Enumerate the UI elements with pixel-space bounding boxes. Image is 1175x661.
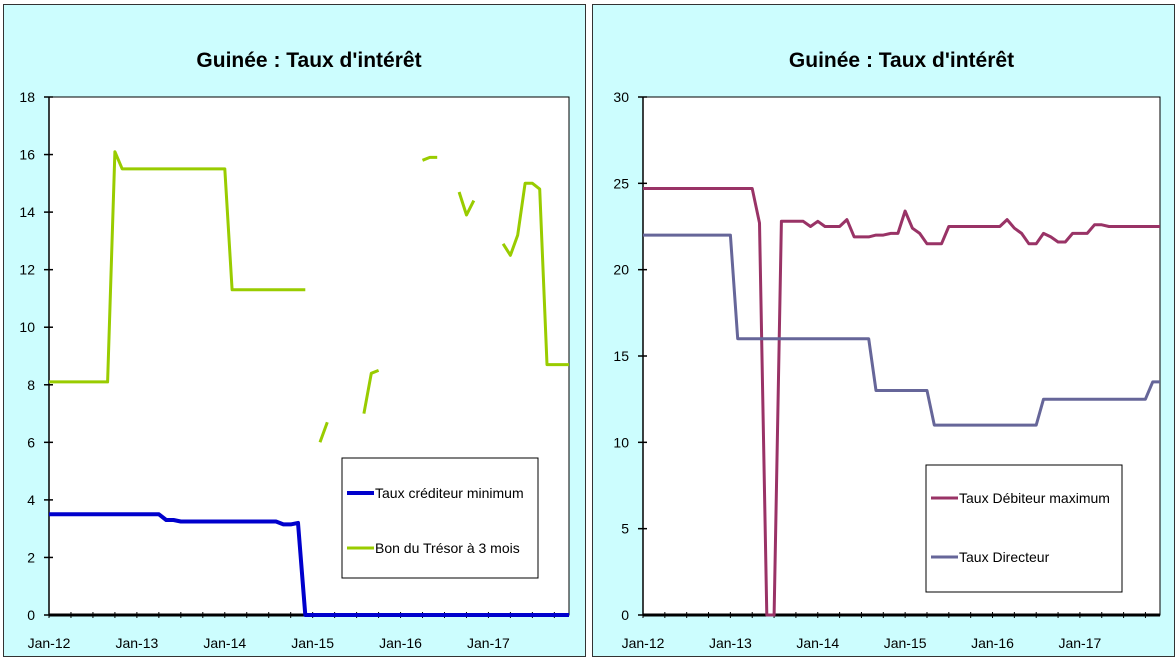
chart-right-legend [925,464,1123,593]
chart-left-y-tick-label: 10 [19,319,35,335]
chart-right-y-tick-label: 15 [613,348,629,364]
chart-left-x-tick-label: Jan-15 [291,635,334,651]
chart-left-title: Guinée : Taux d'intérêt [196,49,421,72]
chart-left-svg: Guinée : Taux d'intérêt 0 2 4 6 8 10 12 14 16 18 Ja… [19,49,570,651]
chart-left-x-tick-label: Jan-13 [115,635,158,651]
chart-left-y-tick-label: 0 [27,607,35,623]
chart-right-y-tick-label: 10 [613,434,629,450]
chart-right-y-tick-label: 30 [613,89,629,105]
chart-left-series-line-2 [49,150,569,443]
chart-left-y-tick-label: 16 [19,147,35,163]
chart-left-legend-label: Bon du Trésor à 3 mois [375,540,520,556]
chart-right-legend-label: Taux Débiteur maximum [959,490,1110,506]
chart-right-y-tick-label: 20 [613,262,629,278]
chart-right-x-tick-label: Jan-12 [622,635,665,651]
chart-right-y-tick-label: 0 [621,607,629,623]
chart-left-y-tick-label: 8 [27,377,35,393]
chart-right-x-tick-label: Jan-16 [971,635,1014,651]
chart-right-x-tick-label: Jan-15 [884,635,927,651]
chart-left-y-tick-label: 2 [27,549,35,565]
chart-right-legend-label: Taux Directeur [959,549,1050,565]
chart-right-y-tick-label: 25 [613,175,629,191]
chart-right-title: Guinée : Taux d'intérêt [789,49,1014,72]
chart-left-y-tick-label: 18 [19,89,35,105]
chart-left-x-tick-label: Jan-16 [379,635,422,651]
chart-left-x-tick-label: Jan-17 [467,635,510,651]
chart-right-x-tick-label: Jan-14 [796,635,839,651]
chart-panel-left: Guinée : Taux d'intérêt 0 2 4 6 8 10 12 14 16 18 Ja… [3,4,586,657]
chart-right-svg: Guinée : Taux d'intérêt 0 5 10 15 20 25 30 Jan-1… [613,49,1161,651]
chart-panel-right: Guinée : Taux d'intérêt 0 5 10 15 20 25 30 Jan-1… [592,4,1175,657]
chart-left-y-tick-label: 6 [27,434,35,450]
chart-left-x-tick-label: Jan-14 [203,635,246,651]
chart-left-y-tick-label: 12 [19,262,35,278]
chart-left-legend [341,457,539,579]
chart-right-x-tick-label: Jan-13 [709,635,752,651]
chart-right-y-tick-label: 5 [621,521,629,537]
chart-right-x-tick-label: Jan-17 [1058,635,1101,651]
chart-left-x-tick-label: Jan-12 [28,635,71,651]
chart-right-series-line-2 [643,233,1160,427]
chart-left-y-tick-label: 14 [19,204,35,220]
chart-left-y-tick-label: 4 [27,492,35,508]
chart-left-series-line-1 [49,512,569,617]
chart-left-legend-label: Taux créditeur minimum [375,485,524,501]
chart-right-series-line-1 [643,187,1160,617]
